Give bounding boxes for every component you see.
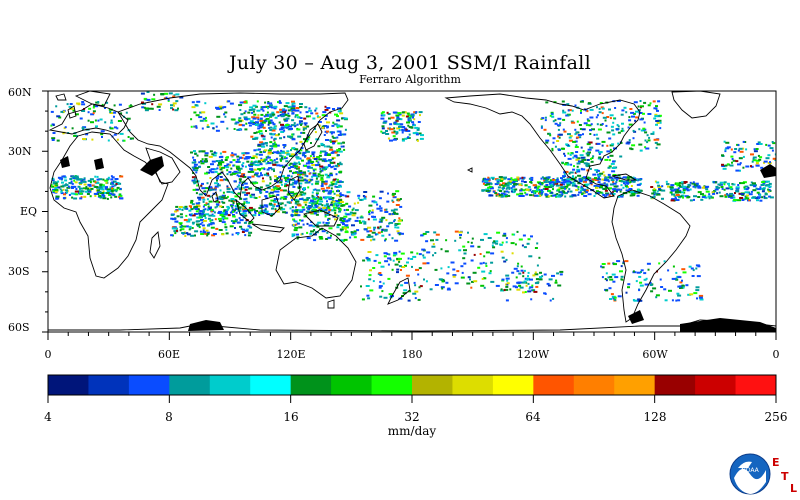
colorbar-segment: [412, 375, 453, 395]
colorbar: [48, 375, 777, 395]
colorbar-segment: [492, 375, 534, 395]
colorbar-segment: [128, 375, 170, 395]
coastlines: [48, 91, 776, 332]
colorbar-unit: mm/day: [387, 424, 437, 438]
colorbar-tick-16: 16: [283, 410, 299, 424]
etl-letter-t: T: [781, 470, 789, 483]
axis-ticks: [42, 90, 777, 340]
colorbar-segment: [209, 375, 251, 395]
colorbar-segment: [169, 375, 211, 395]
lon-label-120w: 120W: [516, 348, 550, 361]
lon-label-180: 180: [401, 348, 423, 361]
map-frame-bg: [48, 91, 776, 332]
lon-label-120e: 120E: [276, 348, 306, 361]
colorbar-ticks: [47, 395, 777, 403]
lon-label-0: 0: [44, 348, 52, 361]
lat-label-eq: EQ: [20, 205, 38, 218]
colorbar-tick-32: 32: [404, 410, 420, 424]
rain-pixels: [50, 91, 776, 302]
colorbar-segment: [573, 375, 615, 395]
lat-label-30n: 30N: [8, 145, 32, 158]
black-land-features: [60, 156, 776, 332]
colorbar-segment: [695, 375, 737, 395]
colorbar-tick-64: 64: [525, 410, 541, 424]
lon-label-60w: 60W: [642, 348, 668, 361]
colorbar-tick-8: 8: [165, 410, 173, 424]
colorbar-segment: [290, 375, 332, 395]
colorbar-tick-256: 256: [764, 410, 788, 424]
colorbar-segment: [452, 375, 494, 395]
colorbar-segment: [533, 375, 575, 395]
etl-letter-e: E: [772, 456, 780, 469]
colorbar-segment: [614, 375, 656, 395]
colorbar-segment: [88, 375, 130, 395]
map-subtitle: Ferraro Algorithm: [359, 73, 461, 86]
lat-label-30s: 30S: [8, 265, 30, 278]
lat-label-60n: 60N: [8, 86, 32, 99]
colorbar-tick-4: 4: [44, 410, 52, 424]
lon-label-0-east: 0: [772, 348, 780, 361]
colorbar-segment: [735, 375, 777, 395]
lat-label-60s: 60S: [8, 321, 30, 334]
map-title: July 30 – Aug 3, 2001 SSM/I Rainfall: [229, 52, 591, 74]
lon-label-60e: 60E: [157, 348, 181, 361]
colorbar-tick-128: 128: [643, 410, 667, 424]
noaa-logo: NOAA: [729, 453, 771, 495]
colorbar-segment: [250, 375, 292, 395]
colorbar-segment: [331, 375, 373, 395]
colorbar-segment: [654, 375, 696, 395]
colorbar-segment: [371, 375, 413, 395]
colorbar-segment: [48, 375, 89, 395]
etl-letter-l: L: [790, 482, 798, 495]
noaa-logo-text: NOAA: [741, 467, 759, 474]
